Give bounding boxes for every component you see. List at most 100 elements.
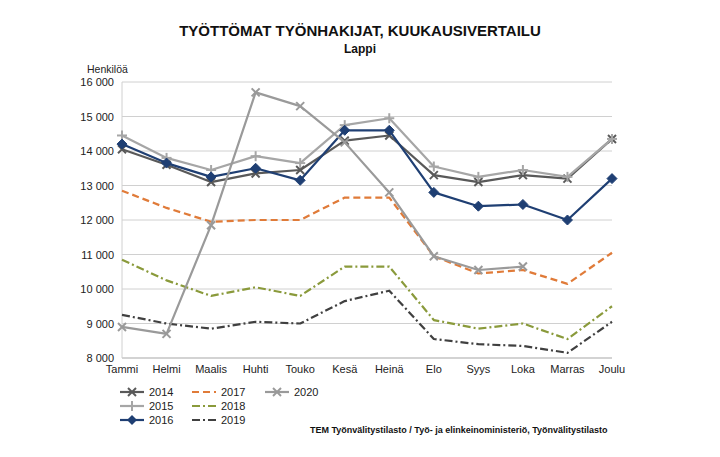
marker-stroke: [252, 88, 260, 96]
y-axis: [122, 82, 123, 358]
x-axis: [122, 358, 612, 359]
y-tick-label: 12 000: [80, 214, 114, 226]
chart: TYÖTTÖMAT TYÖNHAKIJAT, KUUKAUSIVERTAILU L…: [0, 0, 720, 457]
legend-label: 2016: [149, 414, 173, 426]
marker-stroke: [477, 172, 479, 182]
marker-stroke: [255, 151, 257, 161]
y-tick-label: 16 000: [80, 76, 114, 88]
grid-line: [122, 185, 612, 186]
line: [122, 191, 612, 284]
marker-stroke: [519, 263, 527, 271]
legend-label: 2017: [221, 386, 245, 398]
marker: [163, 330, 171, 338]
marker-stroke: [611, 134, 613, 144]
marker-stroke: [522, 165, 524, 175]
grid-line: [122, 220, 612, 221]
subtitle: Lappi: [344, 42, 376, 56]
legend-marker-stroke: [273, 388, 281, 396]
line: [122, 130, 612, 220]
marker: [384, 113, 394, 123]
line: [122, 260, 612, 339]
y-axis-label: Henkilöä: [87, 63, 128, 75]
y-tick-label: 13 000: [80, 180, 114, 192]
legend-marker: [273, 388, 281, 396]
marker: [518, 199, 528, 209]
legend-marker: [127, 415, 137, 425]
marker: [473, 201, 483, 211]
marker: [296, 102, 304, 110]
marker-stroke: [163, 330, 171, 338]
grid-line: [122, 323, 612, 324]
marker-stroke: [252, 88, 260, 96]
marker: [162, 158, 172, 168]
legend-marker: [128, 388, 136, 396]
marker-stroke: [566, 172, 568, 182]
marker: [206, 172, 216, 182]
marker-stroke: [118, 323, 126, 331]
x-tick-label: Elo: [426, 363, 442, 375]
marker-stroke: [430, 171, 438, 179]
marker-stroke: [430, 171, 438, 179]
line: [122, 135, 612, 182]
legend-label: 2018: [221, 400, 245, 412]
series-2020: [118, 88, 527, 338]
x-tick-label: Touko: [286, 363, 315, 375]
series-2019: [122, 291, 612, 353]
marker: [251, 151, 261, 161]
background: [0, 0, 720, 457]
legend-marker: [127, 401, 137, 411]
marker-stroke: [207, 221, 215, 229]
grid-line: [122, 289, 612, 290]
legend-marker-shape: [127, 415, 137, 425]
x-tick-label: Huhti: [243, 363, 269, 375]
series-2016: [117, 125, 617, 225]
grid-line: [122, 116, 612, 117]
x-tick-label: Tammi: [106, 363, 138, 375]
marker-stroke: [299, 158, 301, 168]
line: [122, 92, 523, 334]
marker-stroke: [430, 252, 438, 260]
series-2018: [122, 260, 612, 339]
marker: [384, 125, 394, 135]
y-tick-label: 9 000: [86, 318, 114, 330]
marker: [295, 158, 305, 168]
legend-marker-stroke: [128, 388, 136, 396]
x-tick-label: Loka: [511, 363, 536, 375]
grid: [122, 82, 612, 358]
marker: [562, 215, 572, 225]
line: [122, 291, 612, 353]
marker-stroke: [388, 113, 390, 123]
marker: [207, 221, 215, 229]
marker: [473, 172, 483, 182]
marker-stroke: [474, 266, 482, 274]
legend-marker-stroke: [128, 388, 136, 396]
x-tick-label: Heinä: [375, 363, 405, 375]
marker: [430, 171, 438, 179]
legend: 2014201520162017201820192020: [120, 386, 318, 426]
marker-stroke: [296, 102, 304, 110]
x-tick-label: Syys: [466, 363, 490, 375]
marker-stroke: [341, 138, 349, 146]
legend-marker-stroke: [131, 401, 133, 411]
x-tick-label: Maalis: [195, 363, 227, 375]
x-tick-label: Kesä: [332, 363, 358, 375]
x-tick-label: Helmi: [152, 363, 180, 375]
marker: [252, 88, 260, 96]
y-tick-label: 14 000: [80, 145, 114, 157]
marker: [295, 175, 305, 185]
series-2014: [118, 131, 616, 186]
grid-line: [122, 151, 612, 152]
marker-stroke: [385, 188, 393, 196]
marker-stroke: [385, 188, 393, 196]
marker: [340, 125, 350, 135]
marker-stroke: [163, 330, 171, 338]
x-tick-label: Marras: [550, 363, 585, 375]
marker: [562, 172, 572, 182]
legend-line: [192, 405, 216, 407]
title: TYÖTTÖMAT TYÖNHAKIJAT, KUUKAUSIVERTAILU: [179, 22, 541, 39]
marker: [117, 139, 127, 149]
marker: [519, 263, 527, 271]
marker: [385, 188, 393, 196]
marker-stroke: [433, 162, 435, 172]
source: TEM Työnvälitystilasto / Työ- ja elinkei…: [310, 425, 608, 435]
